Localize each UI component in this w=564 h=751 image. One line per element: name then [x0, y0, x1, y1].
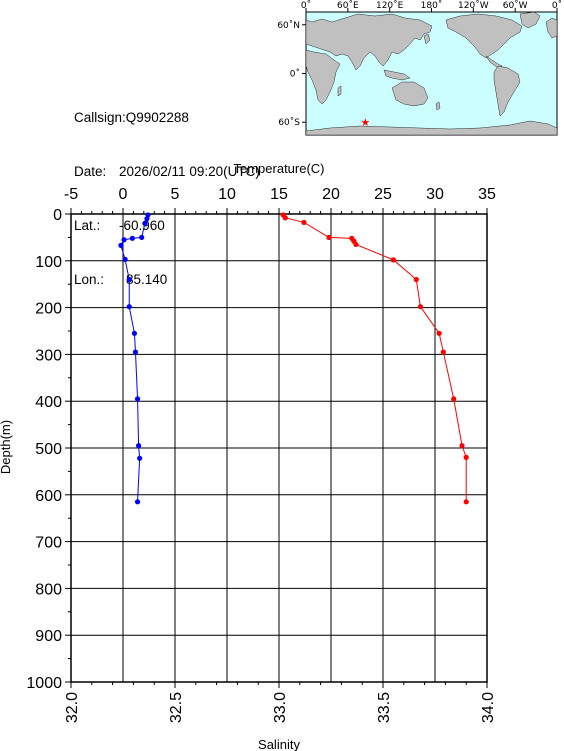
temperature-data-point	[144, 216, 150, 222]
callsign-row: Callsign: Q9902288	[74, 109, 260, 127]
temperature-data-point	[142, 220, 148, 226]
temperature-tick-label: 20	[322, 186, 340, 203]
salinity-tick-label: 32.0	[64, 692, 81, 723]
temperature-data-point	[131, 330, 138, 336]
temperature-data-point	[137, 455, 143, 461]
date-value: 2026/02/11 09:20(UTC)	[119, 164, 260, 179]
salinity-data-point	[282, 215, 288, 221]
depth-tick-label: 1000	[26, 675, 62, 692]
salinity-data-point	[413, 276, 419, 283]
temperature-tick-label: 30	[426, 186, 444, 203]
depth-tick-label: 900	[35, 628, 62, 645]
top-axis-title: Temperature(C)	[233, 161, 324, 176]
station-info: Callsign: Q9902288 Date: 2026/02/11 09:20(…	[74, 73, 260, 307]
salinity-data-point	[463, 499, 469, 505]
lat-value: -60.960	[119, 218, 165, 233]
salinity-tick-label: 34.0	[480, 692, 497, 723]
lon-row: Lon.: 85.140	[74, 271, 260, 289]
temperature-data-point	[122, 256, 128, 262]
depth-tick-label: 500	[35, 441, 62, 458]
temperature-data-point	[126, 304, 132, 310]
salinity-tick-label: 33.5	[376, 692, 393, 723]
depth-tick-label: 400	[35, 394, 62, 411]
salinity-data-point	[390, 257, 396, 263]
depth-tick-label: 600	[35, 488, 62, 505]
date-label: Date:	[74, 164, 107, 179]
bottom-axis-title: Salinity	[258, 737, 300, 751]
temperature-tick-label: 25	[374, 186, 392, 203]
salinity-data-point	[459, 443, 465, 449]
salinity-tick-label: 32.5	[168, 692, 185, 723]
lat-row: Lat.: -60.960	[74, 217, 260, 235]
temperature-data-point	[126, 276, 132, 283]
callsign-value: Q9902288	[125, 110, 189, 125]
temperature-data-point	[136, 443, 142, 449]
temperature-profile-line	[120, 214, 149, 502]
temperature-data-point	[121, 237, 127, 243]
salinity-data-point	[353, 241, 359, 248]
temperature-data-point	[139, 234, 145, 240]
temperature-tick-label: -5	[64, 186, 78, 203]
temperature-data-point	[132, 349, 139, 355]
depth-tick-label: 800	[35, 581, 62, 598]
salinity-data-point	[440, 349, 446, 355]
temperature-tick-label: 10	[218, 186, 236, 203]
temperature-data-point	[134, 499, 141, 505]
depth-tick-label: 300	[35, 347, 62, 364]
callsign-label: Callsign:	[74, 110, 126, 125]
temperature-data-point	[134, 396, 141, 402]
salinity-data-point	[326, 234, 332, 240]
salinity-data-point	[463, 454, 469, 460]
y-axis-title: Depth(m)	[0, 420, 13, 474]
lon-label: Lon.:	[74, 272, 105, 287]
depth-tick-label: 700	[35, 535, 62, 552]
date-row: Date: 2026/02/11 09:20(UTC)	[74, 163, 260, 181]
salinity-data-point	[436, 330, 442, 336]
lon-value: 85.140	[126, 272, 168, 287]
depth-tick-label: 100	[35, 254, 62, 271]
lat-label: Lat.:	[74, 218, 101, 233]
salinity-data-point	[451, 396, 457, 402]
temperature-tick-label: 0	[119, 186, 128, 203]
temperature-data-point	[129, 235, 135, 241]
salinity-tick-label: 33.0	[272, 692, 289, 723]
temperature-tick-label: 5	[171, 186, 180, 203]
temperature-data-point	[118, 242, 124, 248]
depth-tick-label: 200	[35, 301, 62, 318]
salinity-data-point	[417, 304, 424, 310]
salinity-profile-line	[282, 214, 467, 502]
chart-series	[118, 212, 469, 505]
temperature-tick-label: 35	[478, 186, 496, 203]
chart-grid	[70, 213, 488, 683]
temperature-tick-label: 15	[270, 186, 288, 203]
salinity-data-point	[301, 219, 307, 226]
depth-tick-label: 0	[53, 207, 62, 224]
